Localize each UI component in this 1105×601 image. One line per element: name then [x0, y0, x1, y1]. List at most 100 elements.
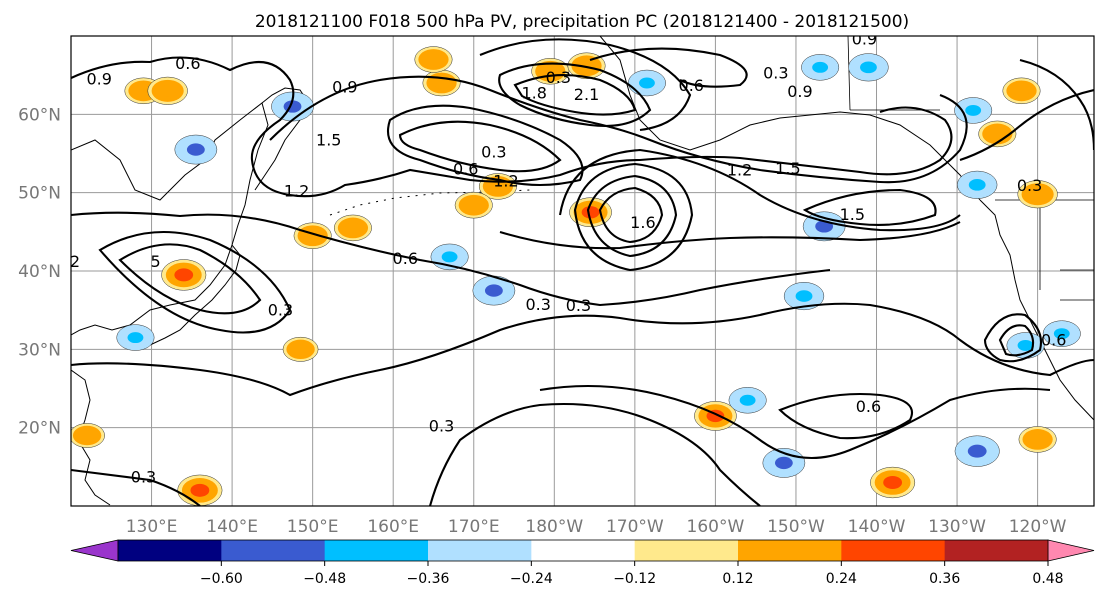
- precip-patch-core: [433, 77, 450, 89]
- pv-contour: [398, 120, 562, 173]
- colorbar-tick-label: 0.12: [722, 571, 753, 587]
- colorbar-tick-label: 0.24: [826, 571, 857, 587]
- colorbar-segment: [944, 540, 1049, 561]
- contour-label: 0.3: [525, 295, 550, 314]
- colorbar-extend-low: [70, 539, 119, 562]
- colorbar-segment: [841, 540, 946, 561]
- precip-patch-core: [174, 268, 194, 282]
- lon-tick-label: 140°W: [848, 517, 906, 537]
- contour-label: 0.6: [679, 76, 704, 95]
- pv-contour: [959, 88, 1094, 161]
- lat-tick-label: 20°N: [18, 419, 61, 439]
- colorbar-segment: [428, 540, 532, 561]
- precip-patch-core: [812, 61, 829, 73]
- colorbar-segment: [634, 540, 739, 561]
- pv-contour: [598, 186, 664, 244]
- colorbar-tick-label: 0.36: [929, 571, 960, 587]
- precip-patch-core: [484, 284, 503, 297]
- contour-label: 1.5: [775, 159, 800, 178]
- pv-contour: [589, 47, 748, 88]
- pv-contours: [71, 38, 1094, 506]
- lon-tick-label: 130°E: [126, 517, 178, 537]
- pv-contour: [71, 56, 953, 198]
- precip-patch-core: [190, 483, 210, 497]
- colorbar-tick-label: −0.24: [510, 571, 553, 587]
- contour-label: 1.6: [630, 213, 655, 232]
- contour-label: 0.3: [268, 301, 293, 320]
- colorbar: −0.60 −0.48 −0.36 −0.24 −0.12 0.12 0.24 0.36 0.4…: [70, 539, 1095, 587]
- colorbar-tick-label: 0.48: [1032, 571, 1063, 587]
- lon-tick-label: 140°E: [206, 517, 258, 537]
- lon-tick-label: 180°W: [525, 517, 583, 537]
- lat-tick-label: 40°N: [18, 262, 61, 282]
- pv-contour: [71, 302, 1094, 397]
- lon-tick-label: 150°E: [287, 517, 339, 537]
- precip-patch-core: [135, 85, 152, 97]
- pv-contour: [428, 402, 761, 506]
- pv-contour: [802, 188, 937, 226]
- coastline-namerica: [979, 199, 1094, 421]
- map-frame: [70, 35, 1095, 507]
- contour-label: 1.8: [521, 84, 546, 103]
- contour-labels: 0.90.60.91.51.20.60.31.20.60.3 0.3 0.31.8 2…: [70, 30, 1066, 487]
- coastline-asia: [71, 102, 269, 336]
- pv-contour: [269, 75, 968, 184]
- precip-patch-core: [490, 180, 506, 192]
- contour-label: 5: [150, 252, 160, 271]
- pv-contour: [386, 104, 584, 187]
- contour-label: 0.6: [856, 397, 881, 416]
- contour-label: 0.3: [131, 468, 156, 487]
- colorbar-tick-label: −0.48: [303, 571, 346, 587]
- colorbar-segment: [221, 540, 326, 561]
- contour-label: 2: [70, 252, 80, 271]
- precip-patch-core: [79, 430, 95, 441]
- precip-patch-core: [860, 61, 877, 74]
- precip-patch-core: [441, 251, 458, 263]
- precip-patch-core: [1029, 188, 1047, 201]
- latitude-labels: 60°N 50°N 40°N 30°N 20°N: [18, 105, 61, 438]
- colorbar-extend-high: [1047, 539, 1095, 562]
- contour-label: 0.6: [175, 54, 200, 73]
- pv-contour: [98, 231, 292, 334]
- longitude-labels: 130°E 140°E 150°E 160°E 170°E 180°W 170°W 160°W…: [126, 517, 1067, 537]
- contour-label: 0.9: [332, 77, 357, 96]
- contour-label: 0.9: [787, 82, 812, 101]
- contour-label: 0.6: [393, 249, 418, 268]
- pv-contour: [71, 211, 831, 307]
- pv-contour: [499, 221, 961, 250]
- precip-patch-core: [883, 476, 903, 489]
- precip-patch-core: [542, 65, 559, 77]
- map-panel: 0.90.60.91.51.20.60.31.20.60.3 0.3 0.31.8 2…: [70, 30, 1095, 507]
- precip-patch-core: [1017, 339, 1034, 351]
- precip-patch-core: [127, 332, 144, 344]
- precip-patch-core: [795, 290, 813, 302]
- precip-patch-core: [774, 456, 793, 470]
- colorbar-segment: [118, 540, 222, 561]
- colorbar-tick-label: −0.12: [613, 571, 656, 587]
- lat-tick-label: 50°N: [18, 184, 61, 204]
- contour-label: 0.6: [1041, 330, 1066, 349]
- precip-patch-core: [965, 104, 982, 116]
- lat-tick-label: 30°N: [18, 340, 61, 360]
- precip-patch-core: [465, 199, 482, 211]
- lat-tick-label: 60°N: [18, 105, 61, 125]
- lon-tick-label: 130°W: [928, 517, 986, 537]
- precip-patch-core: [293, 344, 308, 355]
- precip-patch-core: [967, 444, 987, 458]
- pv-contour: [71, 468, 201, 506]
- precip-patch-core: [425, 54, 442, 65]
- colorbar-tick-label: −0.60: [200, 571, 243, 587]
- precip-patch-core: [186, 143, 205, 156]
- precip-patch-core: [968, 179, 986, 191]
- colorbar-segment: [531, 540, 636, 561]
- precip-patch-core: [739, 394, 756, 406]
- pv-contour: [539, 384, 1051, 460]
- lon-tick-label: 160°W: [687, 517, 745, 537]
- pv-contour: [498, 62, 652, 128]
- lon-tick-label: 160°E: [367, 517, 419, 537]
- contour-label: 0.6: [453, 160, 478, 179]
- contour-label: 0.9: [852, 30, 877, 49]
- lon-tick-label: 150°W: [767, 517, 825, 537]
- pv-contour: [983, 313, 1042, 363]
